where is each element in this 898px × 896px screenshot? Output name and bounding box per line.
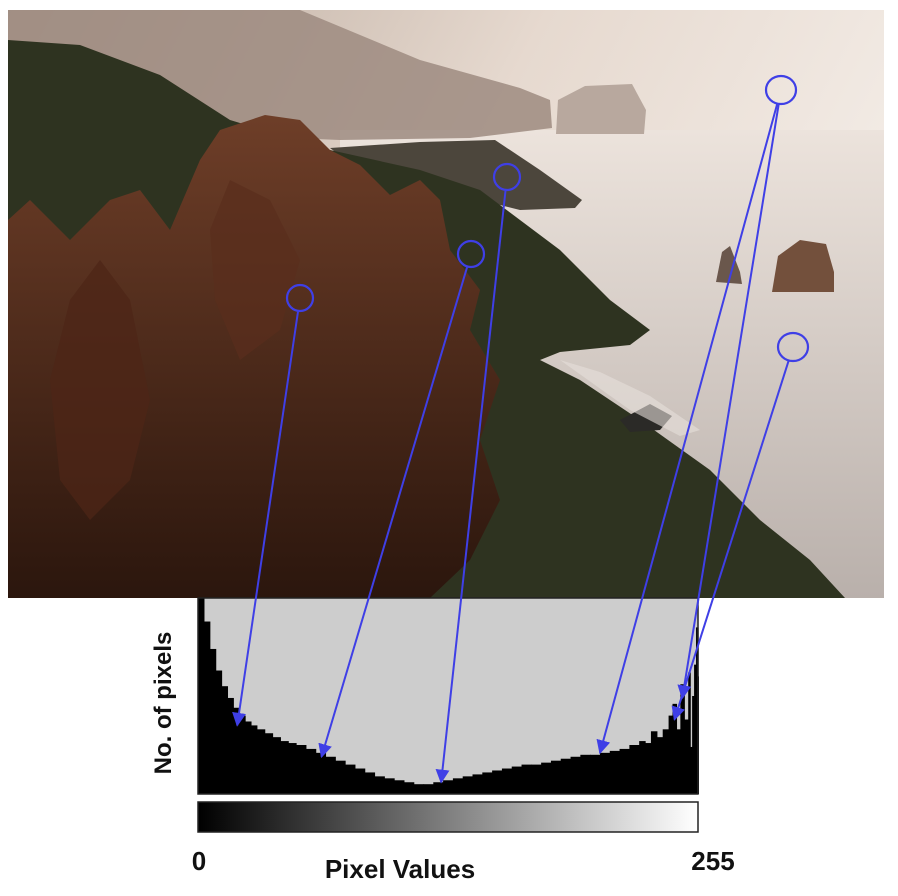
histogram-bar bbox=[203, 621, 211, 794]
annotation-arrow bbox=[677, 103, 780, 700]
histogram-bar bbox=[492, 770, 503, 794]
histogram-bar bbox=[656, 737, 664, 794]
histogram-bar bbox=[684, 719, 689, 794]
histogram-bar bbox=[264, 733, 274, 794]
histogram-bar bbox=[694, 664, 697, 794]
histogram-bar bbox=[680, 684, 685, 794]
histogram-bar bbox=[288, 743, 297, 794]
histogram-bar bbox=[221, 686, 229, 794]
histogram-bar bbox=[531, 764, 542, 794]
histogram-bar bbox=[305, 748, 317, 794]
histogram-bar bbox=[335, 760, 346, 794]
histogram-bar bbox=[676, 729, 681, 794]
histogram-bar bbox=[272, 737, 281, 794]
annotation-arrow bbox=[232, 311, 299, 727]
histogram-bar bbox=[511, 766, 523, 794]
annotation-circle bbox=[285, 283, 315, 313]
histogram-bar bbox=[482, 772, 493, 794]
histogram-bar bbox=[256, 729, 266, 794]
x-tick-min: 0 bbox=[192, 846, 206, 876]
histogram-chart: No. of pixels Pixel Values 0 255 bbox=[150, 597, 735, 884]
histogram-bar bbox=[668, 715, 674, 794]
histogram-bar bbox=[590, 754, 601, 794]
histogram-bar bbox=[501, 768, 513, 794]
histogram-bar bbox=[280, 741, 289, 794]
x-axis-label: Pixel Values bbox=[325, 854, 475, 884]
histogram-bar bbox=[364, 772, 376, 794]
histogram-bar bbox=[325, 756, 336, 794]
histogram-bar bbox=[688, 672, 691, 794]
histogram-bar bbox=[609, 750, 621, 794]
annotation-circle bbox=[492, 162, 522, 192]
histogram-bar bbox=[560, 758, 572, 794]
grayscale-bar bbox=[197, 801, 699, 833]
histogram-bar bbox=[354, 768, 366, 794]
annotation-layer bbox=[232, 74, 810, 784]
histogram-bar bbox=[209, 648, 217, 794]
histogram-bar bbox=[639, 741, 646, 794]
annotation-arrow bbox=[318, 267, 468, 759]
histogram-bar bbox=[662, 729, 670, 794]
histogram-bar bbox=[433, 782, 444, 794]
histogram-bar bbox=[239, 715, 246, 794]
histogram-bar bbox=[570, 756, 581, 794]
histogram-bar bbox=[462, 776, 474, 794]
histogram-bar bbox=[692, 696, 695, 794]
histogram-bar bbox=[645, 743, 652, 794]
histogram-bar bbox=[227, 697, 234, 794]
histogram-bar bbox=[452, 778, 464, 794]
histogram-bar bbox=[599, 752, 611, 794]
annotation-circle bbox=[776, 331, 810, 363]
histogram-bar bbox=[296, 745, 307, 794]
annotation-circle bbox=[456, 239, 486, 269]
histogram-bar bbox=[629, 745, 640, 794]
landscape-photo bbox=[8, 10, 884, 598]
histogram-bar bbox=[672, 703, 678, 794]
x-tick-max: 255 bbox=[691, 846, 734, 876]
histogram-bar bbox=[198, 598, 205, 794]
annotation-circle bbox=[764, 74, 798, 106]
histogram-bar bbox=[619, 748, 630, 794]
histogram-bar bbox=[413, 784, 425, 794]
histogram-bar bbox=[233, 707, 240, 794]
histogram-bar bbox=[423, 784, 434, 794]
histogram-bar bbox=[384, 778, 395, 794]
annotation-arrow bbox=[671, 360, 790, 721]
histogram-bar bbox=[394, 780, 405, 794]
histogram-bar bbox=[580, 754, 591, 794]
histogram-bar bbox=[690, 746, 693, 794]
histogram-bar bbox=[245, 721, 252, 794]
plot-frame bbox=[197, 597, 699, 795]
histogram-bar bbox=[374, 776, 385, 794]
y-axis-label: No. of pixels bbox=[150, 632, 177, 775]
histogram-bar bbox=[315, 752, 327, 794]
annotation-arrow bbox=[596, 103, 779, 755]
histogram-bar bbox=[472, 774, 483, 794]
histogram-bar bbox=[215, 670, 223, 794]
histogram-bar bbox=[403, 782, 415, 794]
histogram-bar bbox=[443, 780, 454, 794]
histogram-bar bbox=[521, 764, 532, 794]
histogram-bar bbox=[345, 764, 356, 794]
annotation-arrow bbox=[435, 190, 507, 784]
histogram-bar bbox=[250, 725, 258, 794]
histogram-bar bbox=[550, 760, 562, 794]
histogram-bar bbox=[541, 762, 552, 794]
histogram-bar bbox=[650, 731, 658, 794]
